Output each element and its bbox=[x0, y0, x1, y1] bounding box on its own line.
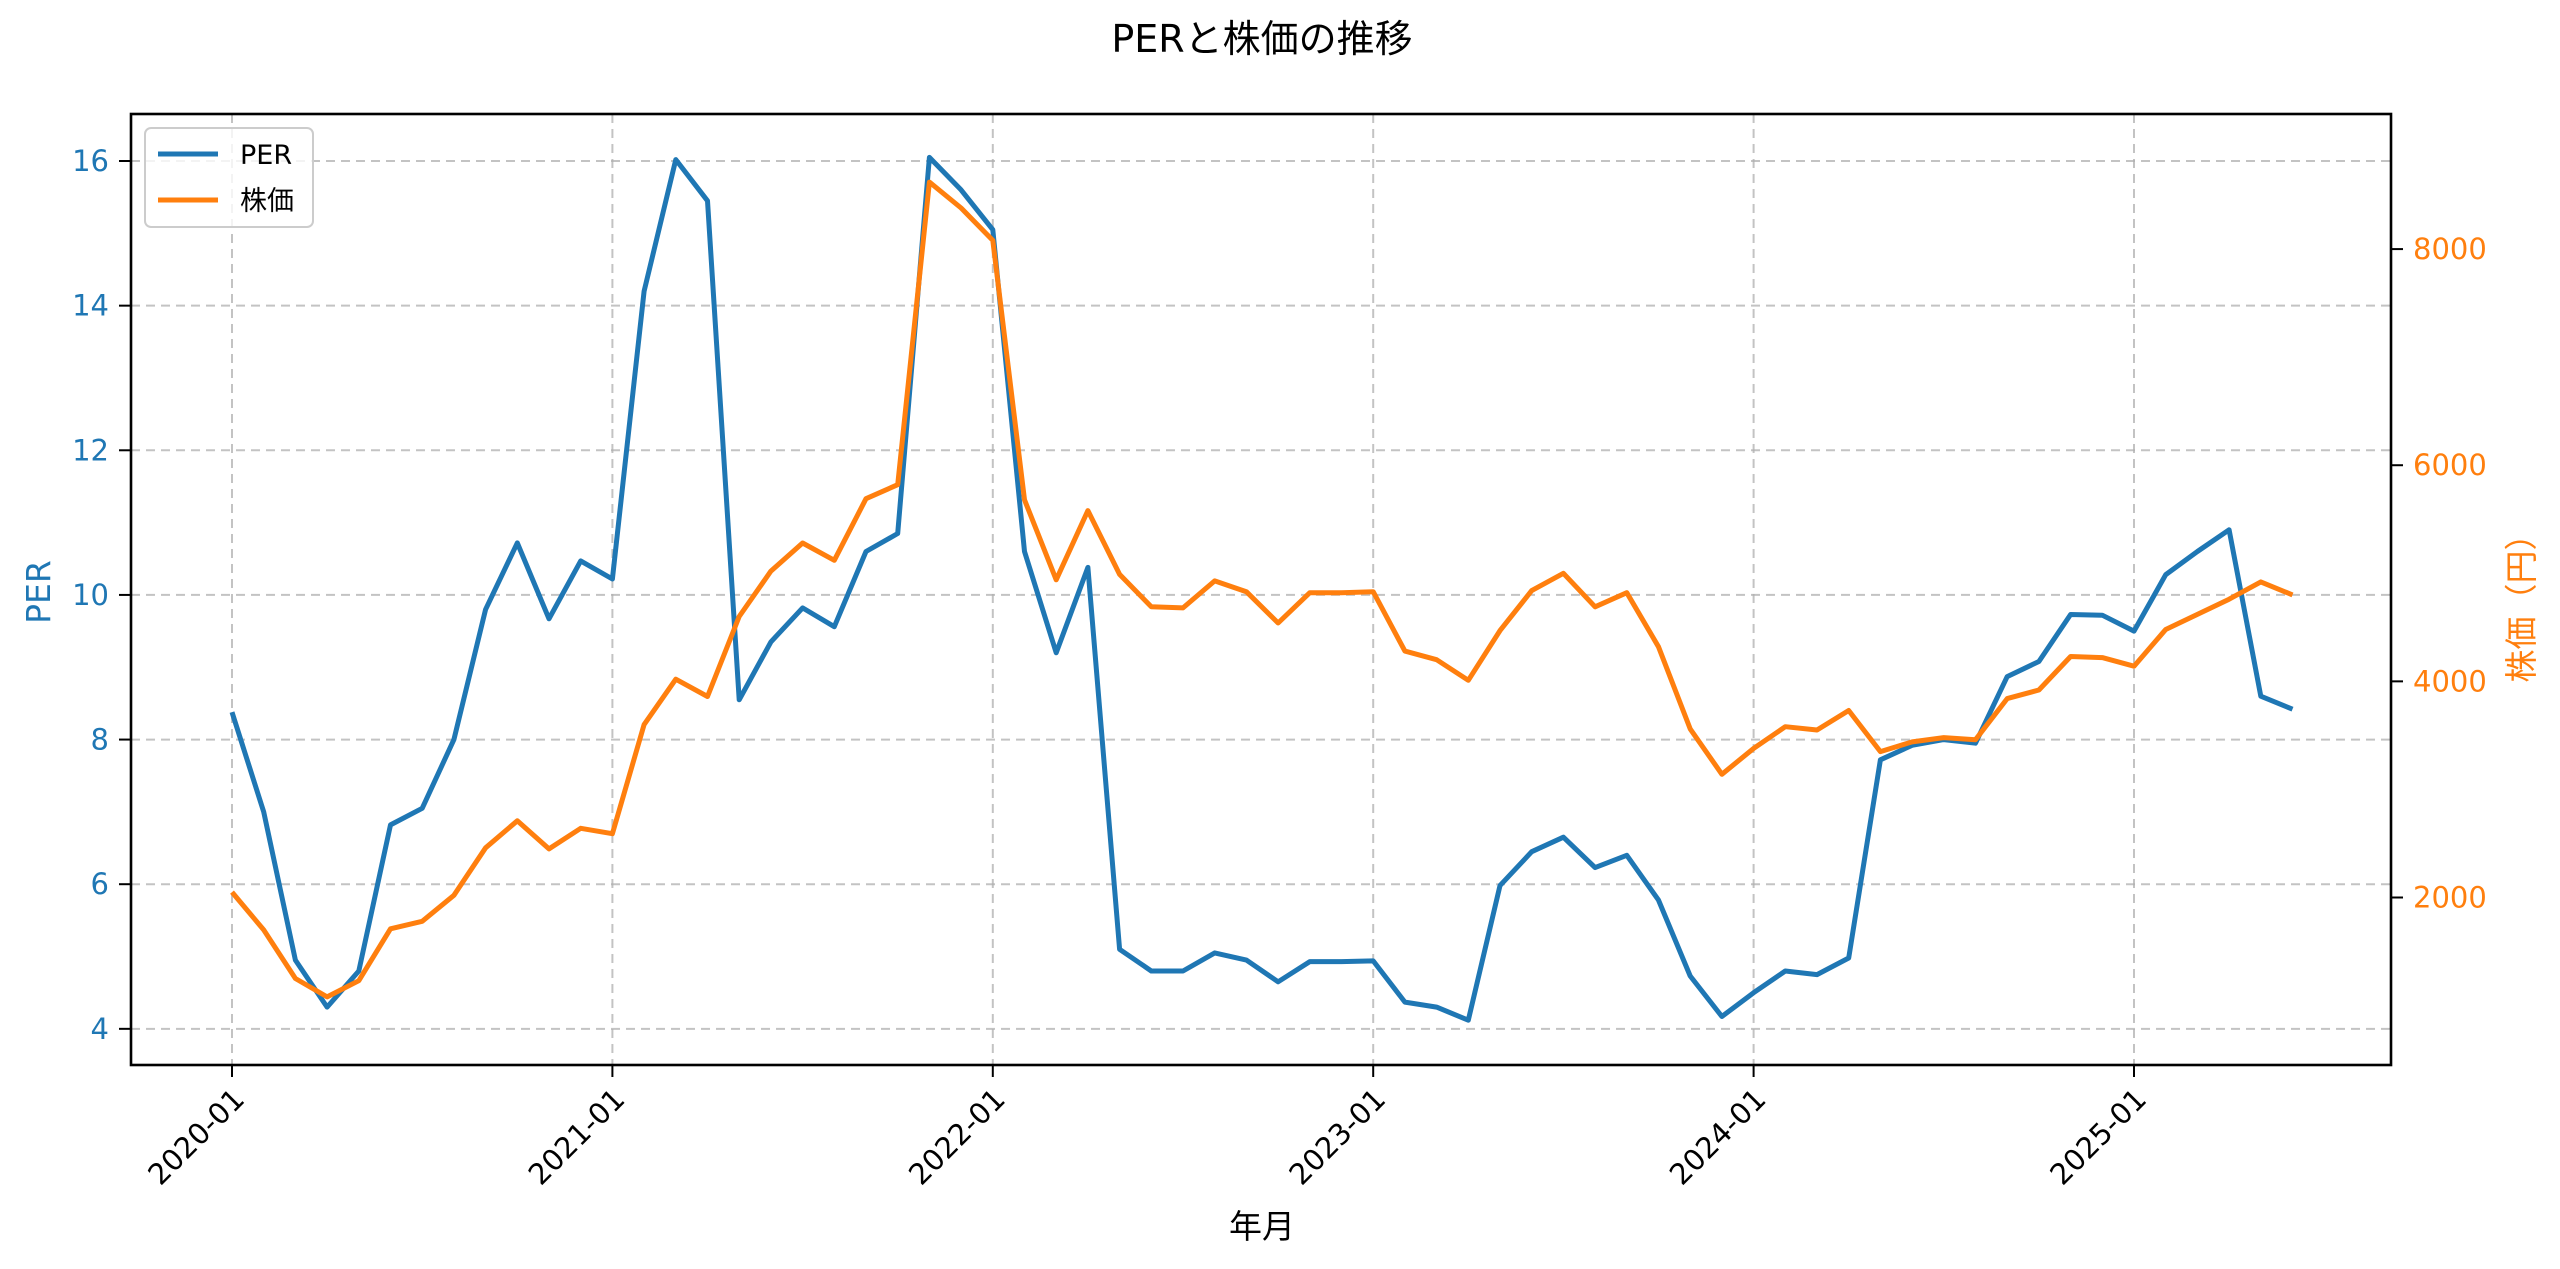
x-tick-label: 2020-01 bbox=[141, 1082, 251, 1192]
x-tick-label: 2024-01 bbox=[1663, 1082, 1773, 1192]
legend: PER 株価 bbox=[144, 127, 314, 228]
y-left-tick-label: 8 bbox=[91, 723, 109, 757]
x-tick-label: 2022-01 bbox=[902, 1082, 1012, 1192]
y-left-tick-label: 4 bbox=[91, 1012, 109, 1046]
y-left-tick-label: 16 bbox=[72, 144, 109, 178]
legend-label-per: PER bbox=[240, 140, 292, 171]
x-tick-label: 2025-01 bbox=[2043, 1082, 2153, 1192]
y-right-tick-label: 2000 bbox=[2413, 880, 2487, 914]
per-line bbox=[229, 154, 2294, 1023]
series-lines bbox=[229, 154, 2294, 1023]
x-axis: 2020-01 2021-01 2022-01 2023-01 2024-01 2025-… bbox=[141, 1065, 2153, 1192]
legend-label-price: 株価 bbox=[240, 186, 294, 217]
y-left-tick-label: 12 bbox=[72, 433, 109, 467]
y-axis-left: 4 6 8 10 12 14 16 bbox=[72, 144, 131, 1046]
y-right-tick-label: 8000 bbox=[2413, 232, 2487, 266]
chart-title: PERと株価の推移 bbox=[1111, 17, 1412, 61]
price-line bbox=[230, 179, 2294, 1000]
y-axis-left-label: PER bbox=[19, 560, 58, 624]
y-right-tick-label: 4000 bbox=[2413, 664, 2487, 698]
y-axis-right-label: 株価（円） bbox=[2502, 518, 2541, 683]
x-tick-label: 2023-01 bbox=[1282, 1082, 1392, 1192]
x-tick-label: 2021-01 bbox=[522, 1082, 632, 1192]
plot-area-frame bbox=[129, 112, 2393, 1067]
y-axis-right: 2000 4000 6000 8000 bbox=[2391, 232, 2487, 914]
x-axis-label: 年月 bbox=[1229, 1207, 1295, 1246]
y-right-tick-label: 6000 bbox=[2413, 448, 2487, 482]
y-left-tick-label: 6 bbox=[91, 867, 109, 901]
y-left-tick-label: 14 bbox=[72, 289, 109, 323]
y-left-tick-label: 10 bbox=[72, 578, 109, 612]
grid bbox=[131, 114, 2391, 1065]
